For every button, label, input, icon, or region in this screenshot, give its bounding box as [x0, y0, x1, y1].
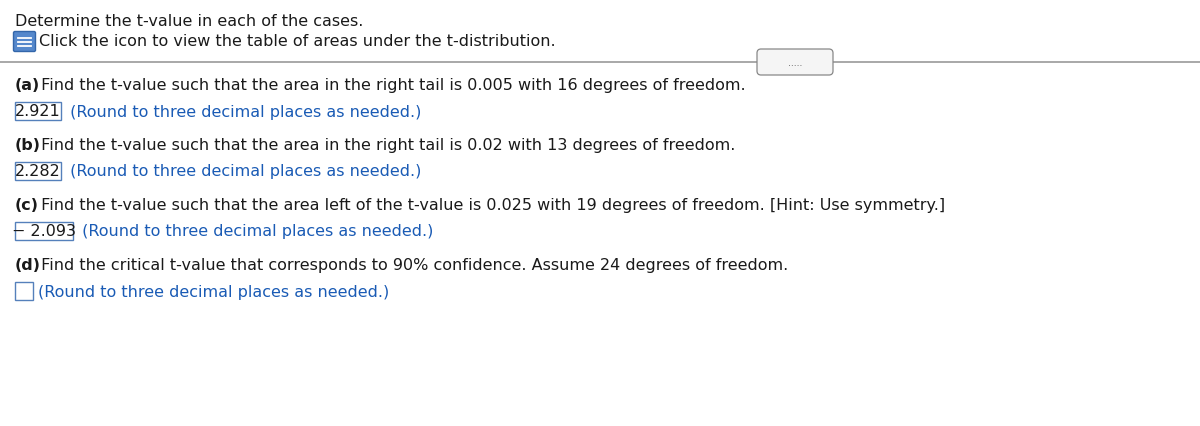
FancyBboxPatch shape: [13, 32, 36, 52]
Text: (c): (c): [14, 198, 38, 213]
Text: 2.921: 2.921: [16, 104, 61, 119]
FancyBboxPatch shape: [757, 50, 833, 76]
Text: (Round to three decimal places as needed.): (Round to three decimal places as needed…: [65, 104, 421, 119]
Text: (d): (d): [14, 257, 41, 272]
Text: Determine the t-value in each of the cases.: Determine the t-value in each of the cas…: [14, 14, 364, 29]
Text: (b): (b): [14, 138, 41, 153]
FancyBboxPatch shape: [14, 222, 73, 240]
Text: (Round to three decimal places as needed.): (Round to three decimal places as needed…: [38, 284, 389, 299]
FancyBboxPatch shape: [14, 282, 34, 300]
Text: Find the t-value such that the area left of the t-value is 0.025 with 19 degrees: Find the t-value such that the area left…: [36, 198, 946, 213]
Text: .....: .....: [788, 58, 802, 67]
FancyBboxPatch shape: [14, 103, 61, 121]
Text: (a): (a): [14, 78, 41, 93]
Text: − 2.093: − 2.093: [12, 224, 76, 239]
Text: (Round to three decimal places as needed.): (Round to three decimal places as needed…: [65, 164, 421, 179]
Text: Find the critical t-value that corresponds to 90% confidence. Assume 24 degrees : Find the critical t-value that correspon…: [36, 257, 788, 272]
Text: Find the t-value such that the area in the right tail is 0.005 with 16 degrees o: Find the t-value such that the area in t…: [36, 78, 746, 93]
FancyBboxPatch shape: [14, 163, 61, 181]
Text: Find the t-value such that the area in the right tail is 0.02 with 13 degrees of: Find the t-value such that the area in t…: [36, 138, 736, 153]
Text: Click the icon to view the table of areas under the t-distribution.: Click the icon to view the table of area…: [38, 34, 556, 49]
Text: (Round to three decimal places as needed.): (Round to three decimal places as needed…: [77, 224, 433, 239]
Text: 2.282: 2.282: [16, 164, 61, 179]
